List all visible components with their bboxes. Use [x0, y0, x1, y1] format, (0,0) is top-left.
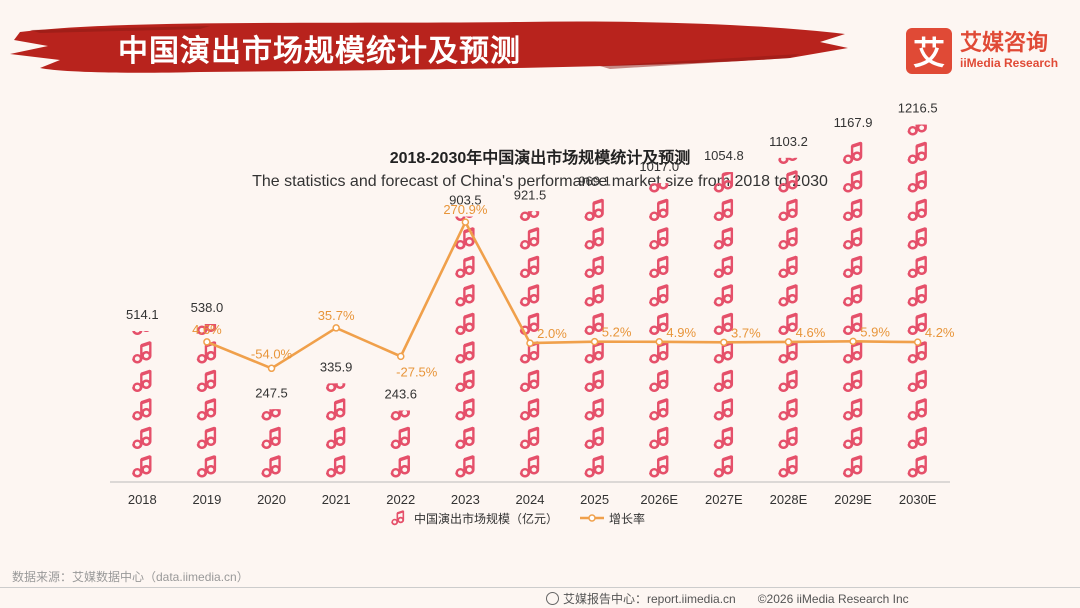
growth-point	[267, 364, 276, 373]
logo-icon: 艾	[906, 28, 952, 74]
bar-2021	[325, 383, 346, 478]
globe-icon	[546, 592, 559, 605]
growth-label: 5.9%	[860, 324, 890, 339]
x-tick-label: 2027E	[705, 492, 743, 507]
growth-point	[720, 338, 728, 347]
growth-point	[655, 338, 663, 346]
growth-point	[203, 338, 211, 346]
legend-line-marker	[588, 514, 596, 522]
bar-value-label: 247.5	[255, 385, 288, 400]
growth-point	[332, 324, 340, 332]
x-tick-label: 2026E	[640, 492, 678, 507]
bar-2029E	[842, 141, 863, 478]
growth-label: 4.2%	[925, 325, 955, 340]
x-tick-label: 2030E	[899, 492, 937, 507]
x-tick-label: 2018	[128, 492, 157, 507]
logo-name-en: iiMedia Research	[960, 56, 1059, 70]
legend-line-label: 增长率	[609, 511, 645, 526]
growth-point	[590, 337, 599, 346]
footer-report: 艾媒报告中心：report.iimedia.cn	[563, 592, 736, 606]
bar-value-label: 1054.8	[704, 148, 744, 163]
bar-value-label: 1103.2	[769, 134, 808, 149]
bar-2028E	[778, 157, 798, 478]
bar-value-label: 514.1	[126, 307, 159, 322]
growth-label: -27.5%	[396, 364, 438, 379]
x-tick-label: 2028E	[770, 492, 808, 507]
x-tick-label: 2021	[322, 492, 351, 507]
bar-2030E	[907, 124, 927, 478]
bar-value-label: 538.0	[191, 300, 224, 315]
growth-label: 2.0%	[537, 326, 567, 341]
data-source: 数据来源：艾媒数据中心（data.iimedia.cn）	[12, 570, 249, 584]
logo-name-cn: 艾媒咨询	[960, 30, 1049, 55]
legend-bar-label: 中国演出市场规模（亿元）	[414, 511, 558, 526]
legend-bar-icon	[391, 510, 405, 526]
bar-2026E	[649, 183, 669, 478]
page-title: 中国演出市场规模统计及预测	[118, 35, 521, 68]
footer-divider	[0, 587, 1080, 588]
x-tick-label: 2020	[257, 492, 286, 507]
bar-value-label: 969.1	[578, 173, 611, 188]
growth-label: -54.0%	[251, 346, 293, 361]
x-tick-label: 2019	[192, 492, 221, 507]
growth-point	[784, 338, 793, 346]
growth-point	[913, 338, 922, 346]
growth-label: 4.6%	[796, 325, 826, 340]
brand-logo: 艾 艾媒咨询 iiMedia Research	[906, 28, 1058, 74]
bar-value-label: 335.9	[320, 359, 353, 374]
legend: 中国演出市场规模（亿元） 增长率	[391, 510, 645, 526]
bar-value-label: 1216.5	[898, 101, 938, 116]
bar-value-label: 921.5	[514, 187, 547, 202]
growth-label: 5.2%	[602, 325, 632, 340]
growth-label: 4.6%	[192, 322, 222, 337]
footer: 艾媒报告中心：report.iimedia.cn ©2026 iiMedia R…	[546, 590, 913, 607]
bar-2022	[390, 410, 410, 478]
growth-label: 270.9%	[443, 202, 488, 217]
growth-point	[397, 352, 405, 361]
bar-2025	[584, 198, 604, 478]
growth-label: 4.9%	[666, 325, 696, 340]
x-tick-label: 2024	[516, 492, 545, 507]
title-banner	[10, 21, 848, 73]
bar-value-label: 903.5	[449, 193, 482, 208]
bar-2018	[132, 330, 152, 478]
growth-point	[461, 218, 470, 226]
growth-label: 35.7%	[318, 308, 355, 323]
chart-title: 2018-2030年中国演出市场规模统计及预测	[389, 150, 691, 167]
x-tick-label: 2029E	[834, 492, 872, 507]
bar-value-label: 1167.9	[834, 115, 873, 130]
x-tick-label: 2022	[386, 492, 415, 507]
x-tick-label: 2025	[580, 492, 609, 507]
chart-subtitle: The statistics and forecast of China's p…	[252, 173, 828, 190]
bar-value-label: 243.6	[384, 386, 417, 401]
growth-label: 3.7%	[731, 325, 761, 340]
bar-value-label: 1017.0	[639, 159, 679, 174]
growth-line	[206, 219, 918, 370]
growth-point	[526, 339, 534, 347]
bar-2023	[455, 216, 475, 478]
bar-2027E	[713, 172, 734, 478]
bar-2024	[519, 211, 540, 478]
growth-point	[849, 337, 857, 346]
bar-2020	[261, 409, 281, 478]
x-tick-label: 2023	[451, 492, 480, 507]
footer-copyright: ©2026 iiMedia Research Inc	[757, 591, 909, 606]
